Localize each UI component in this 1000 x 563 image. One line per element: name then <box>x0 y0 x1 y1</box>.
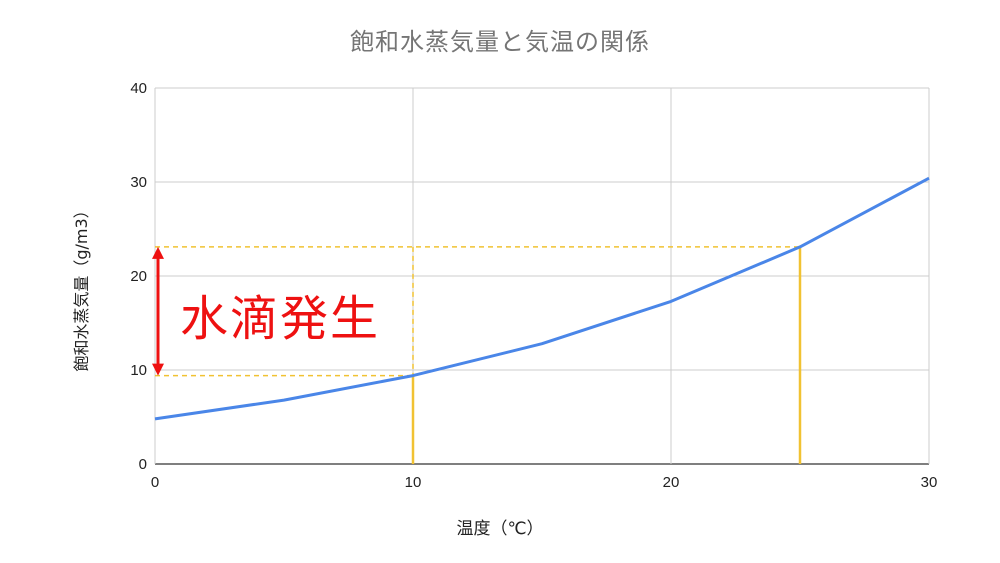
x-tick-label: 20 <box>663 474 680 491</box>
range-arrow <box>152 246 164 376</box>
grid <box>154 87 930 465</box>
y-tick-label: 30 <box>130 174 147 191</box>
x-tick-label: 30 <box>921 474 938 491</box>
annotation-label: 水滴発生 <box>180 291 380 347</box>
arrow-head-down <box>152 363 164 376</box>
y-tick-label: 0 <box>139 456 147 473</box>
y-tick-label: 40 <box>130 80 147 97</box>
chart-title: 飽和水蒸気量と気温の関係 <box>350 28 650 56</box>
reference-lines <box>155 246 802 464</box>
x-tick-label: 10 <box>405 474 422 491</box>
arrow-head-up <box>152 246 164 259</box>
x-axis-label: 温度（℃） <box>456 519 544 539</box>
y-tick-label: 10 <box>130 362 147 379</box>
series-layer <box>154 176 930 421</box>
x-tick-label: 0 <box>151 474 159 491</box>
y-tick-label: 20 <box>130 268 147 285</box>
tick-labels: 0 10 20 30 40 0 10 20 30 <box>130 80 937 491</box>
